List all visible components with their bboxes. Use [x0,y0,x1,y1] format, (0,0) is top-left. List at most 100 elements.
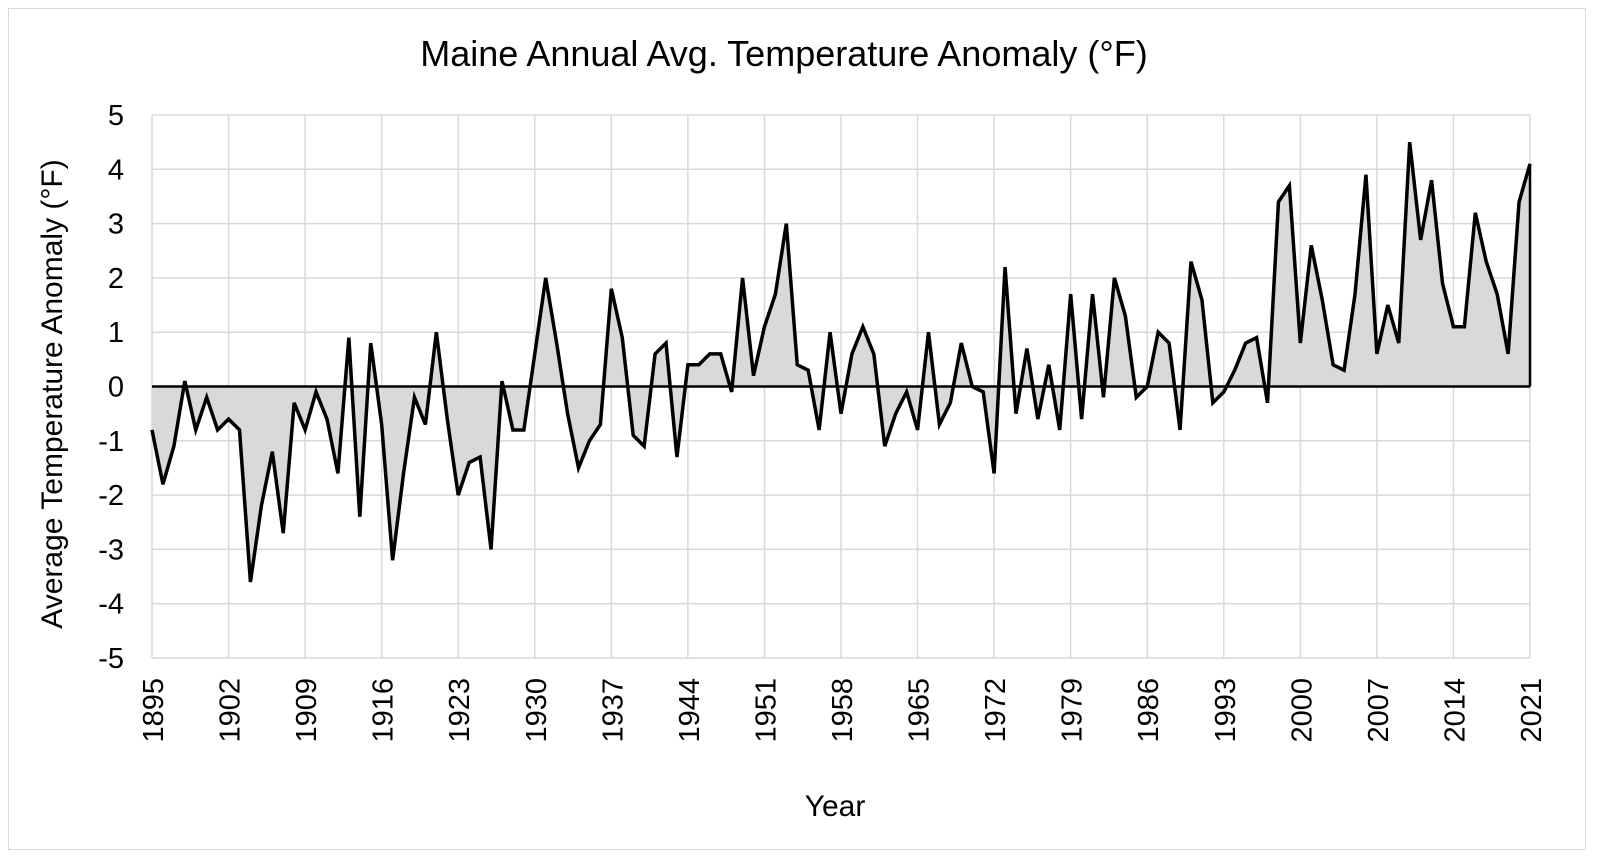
data-point [839,412,843,416]
data-point [1408,140,1412,144]
data-point [872,352,876,356]
data-point [456,493,460,497]
data-point [1517,200,1521,204]
data-point [1528,162,1532,166]
x-axis-ticks: 1895 1902 1909 1916 1923 1930 1937 1944 1951 1958… [138,678,1548,743]
y-tick-label: -4 [98,589,124,621]
data-point [533,352,537,356]
data-point [1101,395,1105,399]
data-point [653,352,657,356]
data-point [1320,298,1324,302]
data-point [1222,390,1226,394]
x-tick-label: 1937 [597,678,629,743]
data-point [1069,292,1073,296]
data-point [1462,325,1466,329]
data-point [369,341,373,345]
data-point [992,471,996,475]
x-tick-label: 1909 [291,678,323,743]
data-point [817,428,821,432]
data-point [391,558,395,562]
data-point [784,222,788,226]
data-point [412,395,416,399]
x-tick-label: 1895 [138,678,170,743]
data-point [1331,363,1335,367]
data-point [1495,292,1499,296]
data-point [959,341,963,345]
data-point [773,292,777,296]
data-point [861,325,865,329]
data-point [434,330,438,334]
data-point [1430,178,1434,182]
plot-area [150,140,1532,584]
data-point [227,417,231,421]
data-point [489,547,493,551]
data-point [248,580,252,584]
data-point [1473,211,1477,215]
data-point [795,363,799,367]
data-point [1353,292,1357,296]
x-tick-label: 1958 [827,678,859,743]
data-point [609,287,613,291]
data-point [161,482,165,486]
x-tick-label: 1930 [521,678,553,743]
data-point [150,428,154,432]
data-point [259,504,263,508]
data-point [1309,243,1313,247]
data-point [423,423,427,427]
x-tick-label: 1916 [368,678,400,743]
data-point [1244,341,1248,345]
data-point [478,455,482,459]
y-tick-label: 2 [108,263,124,295]
anomaly-area-fill [152,142,1530,582]
data-point [926,330,930,334]
data-point [555,341,559,345]
data-point [1451,325,1455,329]
data-point [205,395,209,399]
data-point [292,401,296,405]
data-point [883,444,887,448]
data-point [380,423,384,427]
y-tick-label: -5 [98,643,124,675]
data-point [981,390,985,394]
data-point [1419,238,1423,242]
data-point [587,439,591,443]
data-point [522,428,526,432]
data-point [1123,314,1127,318]
data-point [598,423,602,427]
data-point [1189,260,1193,264]
data-point [752,374,756,378]
data-point [1211,401,1215,405]
data-point [1364,173,1368,177]
data-point [325,417,329,421]
x-tick-label: 2007 [1363,678,1395,743]
x-tick-label: 1951 [750,678,782,743]
y-tick-label: -2 [98,480,124,512]
data-point [686,363,690,367]
x-tick-label: 2014 [1439,678,1471,743]
data-point [237,428,241,432]
data-point [1003,265,1007,269]
data-point [642,444,646,448]
data-point [1058,428,1062,432]
anomaly-series-line [150,141,1532,583]
chart-title: Maine Annual Avg. Temperature Anomaly (°… [420,33,1147,74]
y-tick-label: 0 [108,372,124,404]
data-point [1200,298,1204,302]
data-point [1167,341,1171,345]
data-point [905,390,909,394]
data-point [730,390,734,394]
x-tick-label: 1923 [444,678,476,743]
data-point [828,330,832,334]
data-point [664,341,668,345]
data-point [948,401,952,405]
x-tick-label: 1993 [1210,678,1242,743]
data-point [1506,352,1510,356]
data-point [937,423,941,427]
data-point [1484,260,1488,264]
data-point [719,352,723,356]
x-tick-label: 2000 [1286,678,1318,743]
data-point [850,352,854,356]
data-point [216,428,220,432]
x-axis-title: Year [805,790,866,823]
data-point [708,352,712,356]
